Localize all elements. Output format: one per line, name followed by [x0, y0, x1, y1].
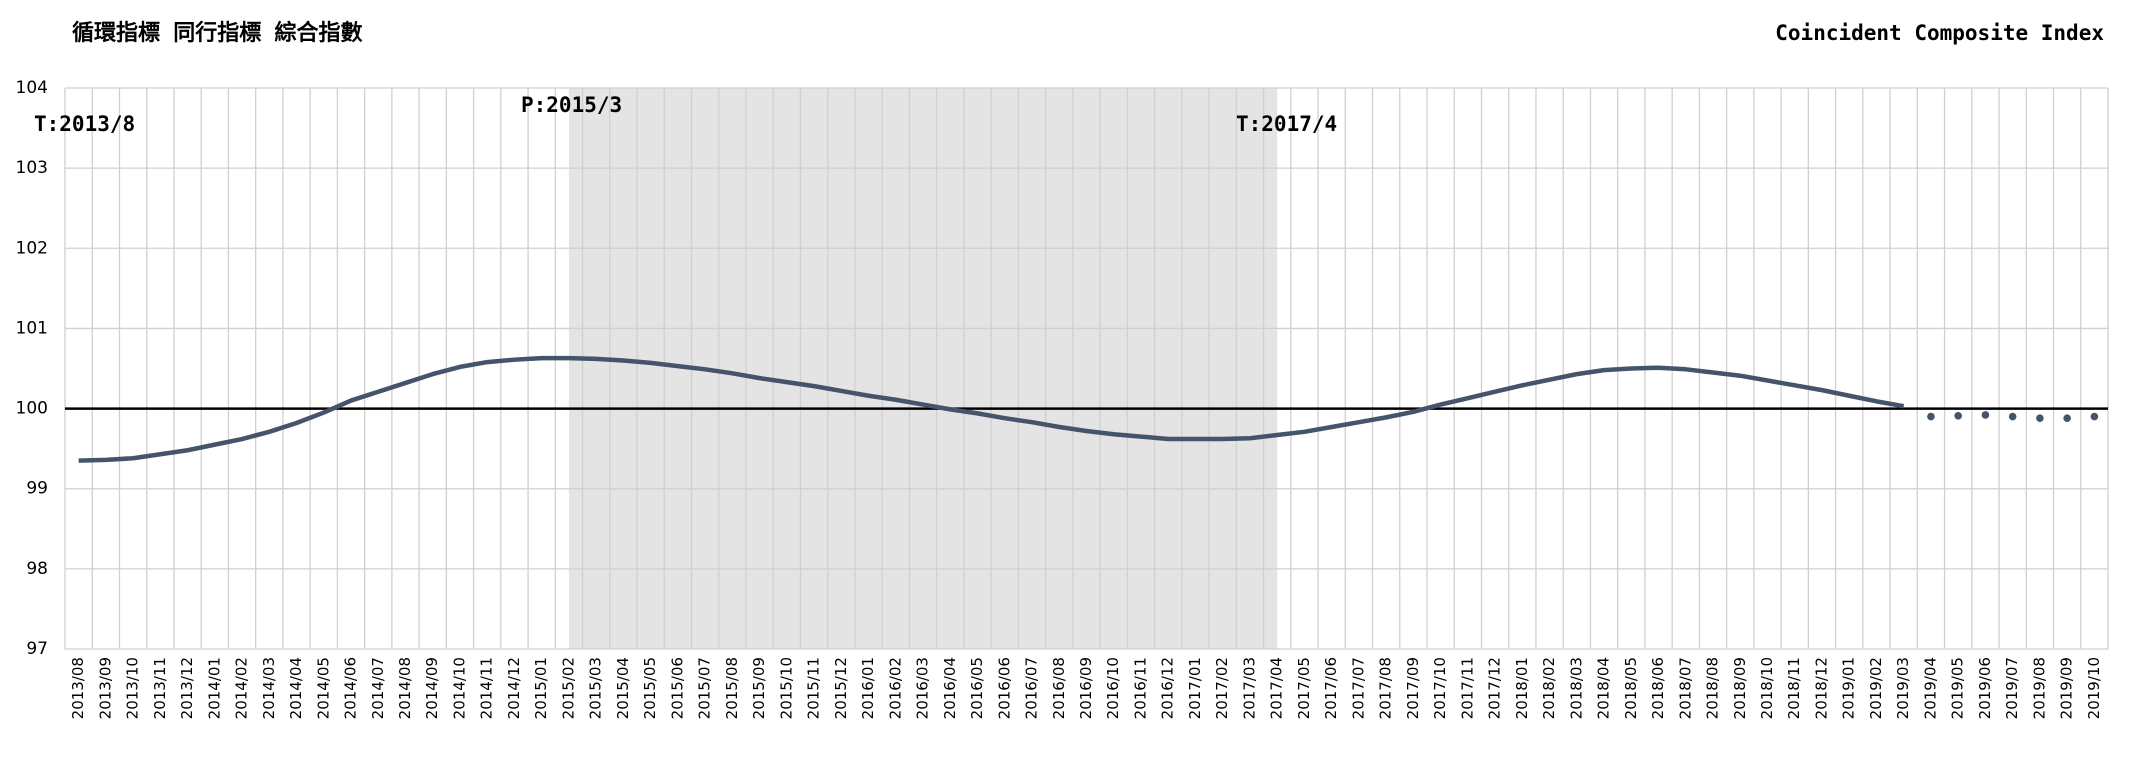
x-tick-label: 2015/05 — [641, 657, 659, 719]
x-tick-label: 2019/03 — [1894, 657, 1912, 719]
y-tick-label: 97 — [26, 639, 48, 659]
chart-subtitle: Coincident Composite Index — [1775, 21, 2104, 45]
data-point — [2036, 414, 2044, 422]
x-tick-label: 2018/07 — [1676, 657, 1694, 719]
x-tick-label: 2014/01 — [205, 657, 223, 719]
x-tick-label: 2014/10 — [450, 657, 468, 719]
x-tick-label: 2016/07 — [1023, 657, 1041, 719]
x-tick-label: 2016/09 — [1077, 657, 1095, 719]
x-tick-label: 2015/07 — [696, 657, 714, 719]
x-tick-label: 2018/12 — [1812, 657, 1830, 719]
x-tick-label: 2014/09 — [423, 657, 441, 719]
data-point — [2063, 414, 2071, 422]
x-tick-label: 2015/01 — [532, 657, 550, 719]
x-tick-label: 2019/10 — [2085, 657, 2103, 719]
x-tick-label: 2016/04 — [941, 657, 959, 719]
x-tick-label: 2014/05 — [314, 657, 332, 719]
x-tick-label: 2016/08 — [1050, 657, 1068, 719]
x-tick-label: 2015/11 — [805, 657, 823, 719]
x-tick-label: 2013/10 — [124, 657, 142, 719]
y-tick-label: 104 — [16, 78, 48, 98]
x-tick-label: 2018/04 — [1595, 657, 1613, 719]
x-tick-label: 2018/10 — [1758, 657, 1776, 719]
x-tick-label: 2013/12 — [178, 657, 196, 719]
annotation: P:2015/3 — [521, 93, 622, 117]
x-tick-label: 2015/06 — [668, 657, 686, 719]
x-tick-label: 2015/10 — [777, 657, 795, 719]
data-point — [2008, 412, 2017, 421]
x-tick-label: 2014/02 — [233, 657, 251, 719]
x-tick-label: 2014/11 — [478, 657, 496, 719]
x-tick-label: 2018/06 — [1649, 657, 1667, 719]
x-tick-label: 2018/08 — [1704, 657, 1722, 719]
x-tick-label: 2013/09 — [96, 657, 114, 719]
x-tick-label: 2019/06 — [1976, 657, 1994, 719]
data-point — [2090, 412, 2099, 421]
x-tick-label: 2019/01 — [1840, 657, 1858, 719]
x-tick-label: 2017/10 — [1431, 657, 1449, 719]
x-tick-label: 2015/08 — [723, 657, 741, 719]
chart-title: 循環指標 同行指標 綜合指數 — [72, 20, 363, 46]
x-tick-label: 2015/12 — [832, 657, 850, 719]
x-tick-label: 2013/11 — [151, 657, 169, 719]
x-tick-label: 2015/04 — [614, 657, 632, 719]
x-tick-label: 2018/03 — [1567, 657, 1585, 719]
x-tick-label: 2018/09 — [1731, 657, 1749, 719]
x-tick-label: 2017/06 — [1322, 657, 1340, 719]
x-tick-label: 2014/03 — [260, 657, 278, 719]
y-tick-label: 101 — [16, 318, 48, 338]
data-point — [1954, 411, 1962, 420]
x-tick-label: 2017/01 — [1186, 657, 1204, 719]
x-tick-label: 2016/11 — [1131, 657, 1149, 719]
x-tick-label: 2017/09 — [1404, 657, 1422, 719]
x-tick-label: 2017/02 — [1213, 657, 1231, 719]
x-tick-label: 2014/07 — [369, 657, 387, 719]
x-tick-label: 2017/12 — [1486, 657, 1504, 719]
x-tick-label: 2017/08 — [1377, 657, 1395, 719]
x-tick-label: 2016/10 — [1104, 657, 1122, 719]
x-tick-label: 2019/09 — [2058, 657, 2076, 719]
x-tick-label: 2017/03 — [1240, 657, 1258, 719]
x-tick-label: 2013/08 — [69, 657, 87, 719]
x-tick-label: 2016/05 — [968, 657, 986, 719]
x-tick-label: 2016/06 — [995, 657, 1013, 719]
x-tick-label: 2018/02 — [1540, 657, 1558, 719]
x-tick-label: 2016/01 — [859, 657, 877, 719]
y-tick-label: 99 — [26, 479, 48, 499]
y-tick-label: 98 — [26, 559, 48, 579]
x-tick-label: 2018/11 — [1785, 657, 1803, 719]
data-point — [1981, 411, 1990, 419]
data-point — [1927, 412, 1935, 421]
x-tick-label: 2018/01 — [1513, 657, 1531, 719]
x-tick-label: 2017/05 — [1295, 657, 1313, 719]
x-tick-label: 2017/04 — [1268, 657, 1286, 719]
shaded-region — [568, 88, 1278, 649]
x-tick-label: 2018/05 — [1622, 657, 1640, 719]
x-tick-label: 2019/04 — [1921, 657, 1939, 719]
x-tick-label: 2014/12 — [505, 657, 523, 719]
x-tick-label: 2014/06 — [342, 657, 360, 719]
x-tick-label: 2019/08 — [2030, 657, 2048, 719]
y-tick-label: 102 — [16, 238, 48, 258]
x-tick-label: 2015/03 — [587, 657, 605, 719]
x-tick-label: 2016/12 — [1159, 657, 1177, 719]
x-tick-label: 2019/02 — [1867, 657, 1885, 719]
x-tick-label: 2019/05 — [1949, 657, 1967, 719]
x-tick-label: 2019/07 — [2003, 657, 2021, 719]
data-line — [78, 355, 1905, 463]
x-tick-label: 2016/03 — [914, 657, 932, 719]
y-tick-label: 103 — [16, 158, 48, 178]
x-tick-label: 2015/02 — [559, 657, 577, 719]
x-tick-label: 2017/11 — [1458, 657, 1476, 719]
x-tick-label: 2014/04 — [287, 657, 305, 719]
x-tick-label: 2014/08 — [396, 657, 414, 719]
x-tick-label: 2016/02 — [886, 657, 904, 719]
x-tick-label: 2015/09 — [750, 657, 768, 719]
y-tick-label: 100 — [16, 399, 48, 419]
annotation: T:2013/8 — [34, 112, 135, 136]
x-tick-label: 2017/07 — [1349, 657, 1367, 719]
annotation: T:2017/4 — [1236, 112, 1337, 136]
